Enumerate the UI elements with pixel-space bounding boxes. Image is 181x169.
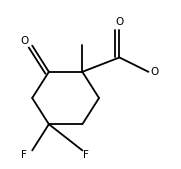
Text: O: O (151, 67, 159, 77)
Text: O: O (115, 17, 124, 27)
Text: F: F (21, 150, 27, 161)
Text: O: O (20, 36, 28, 46)
Text: F: F (83, 150, 89, 161)
